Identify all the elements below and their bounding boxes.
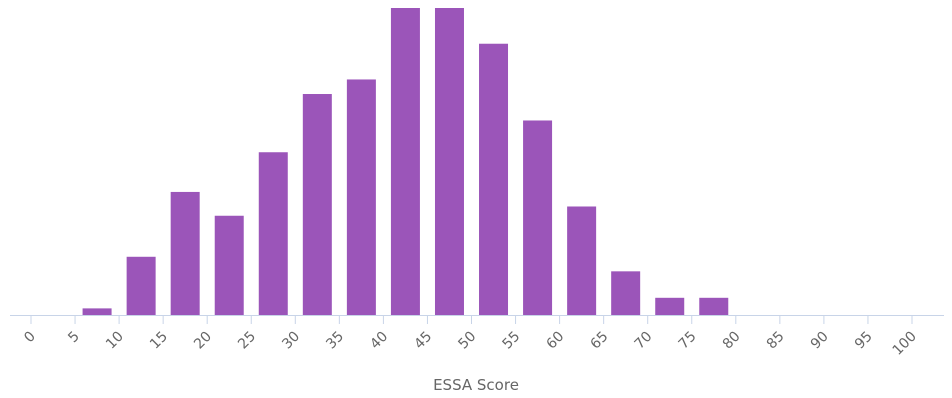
bar-5 — [82, 308, 112, 315]
x-tick-label-25: 25 — [235, 329, 259, 353]
x-ticks-group: 0 5 10 15 20 25 30 35 40 45 50 55 60 65 70 75 80 85 90 95 10… — [21, 316, 920, 359]
bar-75 — [699, 297, 729, 315]
x-tick-label-50: 50 — [455, 329, 479, 353]
bar-20 — [214, 215, 244, 315]
bar-35 — [346, 79, 376, 316]
bar-65 — [611, 271, 641, 315]
x-tick-label-85: 85 — [764, 329, 788, 353]
x-tick-label-80: 80 — [720, 329, 744, 353]
bar-10 — [126, 256, 156, 315]
x-tick-label-15: 15 — [147, 329, 171, 353]
x-tick-label-30: 30 — [279, 329, 303, 353]
bar-30 — [302, 94, 332, 315]
x-tick-label-95: 95 — [852, 329, 876, 353]
bar-25 — [258, 152, 288, 315]
x-tick-label-75: 75 — [676, 329, 700, 353]
bar-15 — [170, 191, 200, 315]
x-tick-label-35: 35 — [323, 329, 347, 353]
x-tick-label-40: 40 — [367, 329, 391, 353]
x-tick-label-70: 70 — [632, 329, 656, 353]
bar-40 — [390, 8, 420, 315]
bar-45 — [434, 8, 464, 315]
x-axis-title: ESSA Score — [433, 376, 519, 394]
bar-70 — [655, 297, 685, 315]
x-tick-label-20: 20 — [191, 329, 215, 353]
bar-50 — [479, 43, 509, 315]
x-tick-label-5: 5 — [65, 329, 83, 347]
x-tick-label-60: 60 — [544, 329, 568, 353]
x-tick-label-90: 90 — [808, 329, 832, 353]
x-tick-label-10: 10 — [103, 329, 127, 353]
bar-55 — [523, 120, 553, 315]
x-tick-label-100: 100 — [890, 329, 920, 359]
x-tick-label-65: 65 — [588, 329, 612, 353]
x-tick-label-0: 0 — [21, 329, 39, 347]
bars-group — [82, 8, 729, 316]
x-tick-label-45: 45 — [411, 329, 435, 353]
x-tick-label-55: 55 — [499, 329, 523, 353]
bar-60 — [567, 206, 597, 315]
